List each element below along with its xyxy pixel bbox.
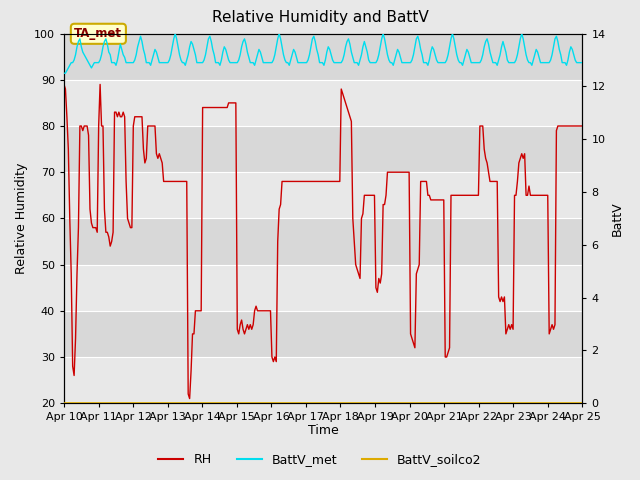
Bar xyxy=(64,80,582,126)
X-axis label: Time: Time xyxy=(308,424,339,437)
Legend: RH, BattV_met, BattV_soilco2: RH, BattV_met, BattV_soilco2 xyxy=(154,448,486,471)
Y-axis label: BattV: BattV xyxy=(611,201,624,236)
Y-axis label: Relative Humidity: Relative Humidity xyxy=(15,163,28,274)
Text: TA_met: TA_met xyxy=(74,27,122,40)
Bar xyxy=(64,264,582,311)
Bar xyxy=(64,172,582,218)
Bar xyxy=(64,357,582,403)
Text: Relative Humidity and BattV: Relative Humidity and BattV xyxy=(212,10,428,24)
